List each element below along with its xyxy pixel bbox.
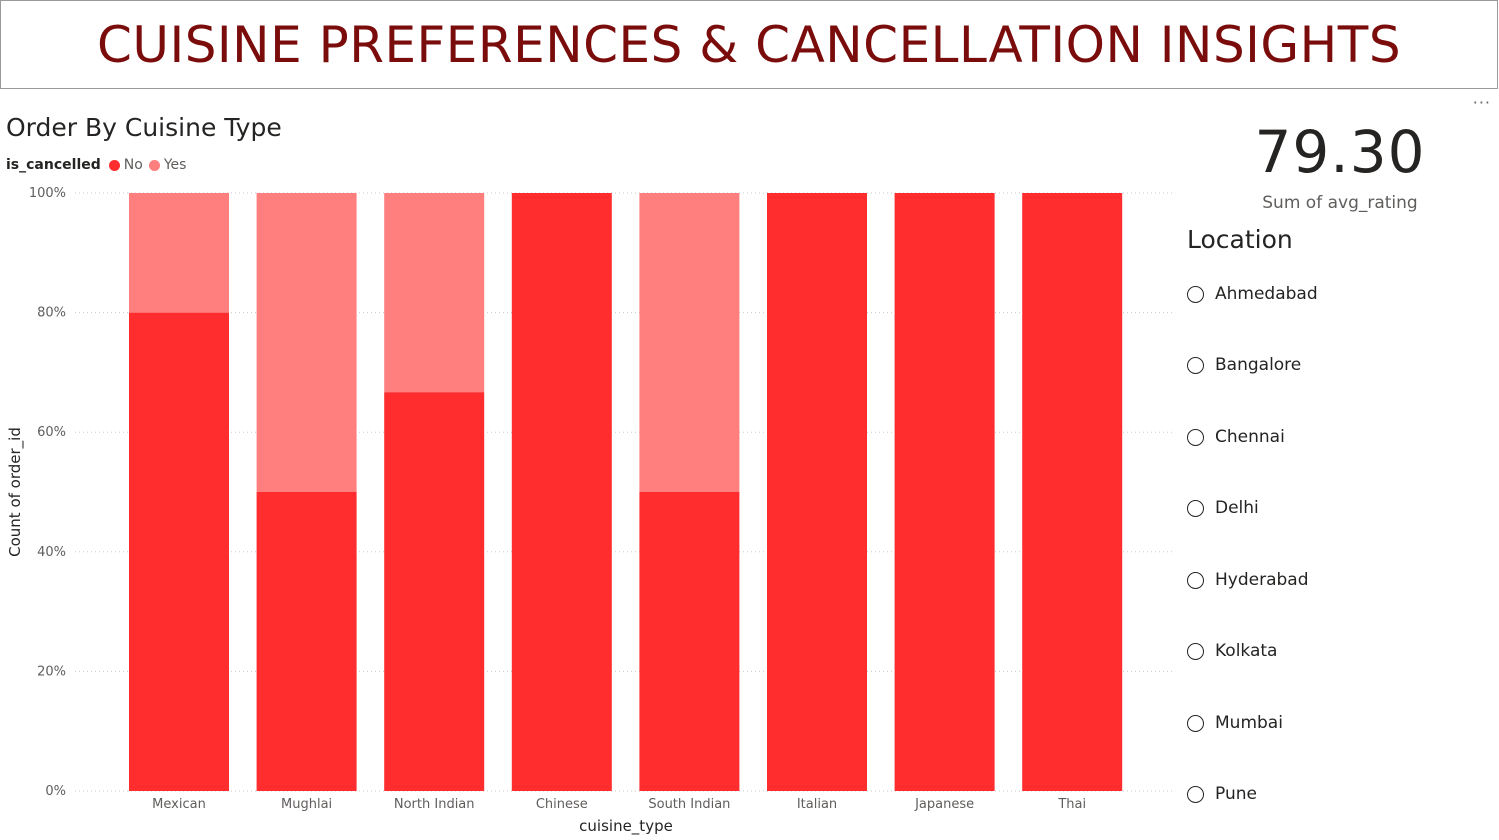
more-options-icon[interactable]: ··· xyxy=(1472,93,1491,112)
x-tick-label: Mexican xyxy=(152,797,206,812)
bar-no[interactable] xyxy=(129,312,229,791)
kpi-card-value: 79.30 xyxy=(1254,118,1426,186)
slicer-item-label: Kolkata xyxy=(1215,641,1278,661)
bar-no[interactable] xyxy=(511,193,612,791)
kpi-card-label: Sum of avg_rating xyxy=(1262,193,1418,213)
x-tick-label: South Indian xyxy=(648,797,730,812)
bar-yes[interactable] xyxy=(256,193,357,492)
radio-icon[interactable] xyxy=(1187,428,1204,446)
slicer-item-label: Chennai xyxy=(1215,427,1285,447)
radio-icon[interactable] xyxy=(1187,714,1204,732)
legend-dot-yes xyxy=(148,159,160,171)
bar-yes[interactable] xyxy=(639,193,740,492)
radio-icon[interactable] xyxy=(1187,642,1204,660)
legend-dot-no xyxy=(108,159,120,171)
slicer-item-label: Ahmedabad xyxy=(1215,284,1318,304)
bar-no[interactable] xyxy=(384,392,485,791)
radio-icon[interactable] xyxy=(1187,785,1204,803)
radio-icon[interactable] xyxy=(1187,285,1204,303)
header-banner: CUISINE PREFERENCES & CANCELLATION INSIG… xyxy=(0,0,1498,89)
page-title: CUISINE PREFERENCES & CANCELLATION INSIG… xyxy=(96,15,1402,74)
slicer-item-kolkata[interactable]: Kolkata xyxy=(1187,641,1277,661)
slicer-item-label: Delhi xyxy=(1215,498,1259,518)
slicer-item-pune[interactable]: Pune xyxy=(1187,784,1257,804)
radio-icon[interactable] xyxy=(1187,499,1204,517)
y-axis-title: Count of order_id xyxy=(6,427,25,557)
bar-no[interactable] xyxy=(767,193,867,791)
y-tick-label: 0% xyxy=(45,784,66,799)
radio-icon[interactable] xyxy=(1187,571,1204,589)
slicer-item-ahmedabad[interactable]: Ahmedabad xyxy=(1187,284,1318,304)
x-axis-title: cuisine_type xyxy=(579,817,673,836)
x-tick-label: North Indian xyxy=(394,797,475,812)
slicer-item-bangalore[interactable]: Bangalore xyxy=(1187,355,1301,375)
legend-item-yes[interactable]: Yes xyxy=(148,157,187,173)
slicer-item-label: Hyderabad xyxy=(1215,570,1309,590)
x-tick-label: Thai xyxy=(1057,797,1086,812)
x-tick-label: Chinese xyxy=(536,797,588,812)
slicer-item-mumbai[interactable]: Mumbai xyxy=(1187,713,1283,733)
bar-no[interactable] xyxy=(894,193,995,791)
slicer-item-label: Mumbai xyxy=(1215,713,1283,733)
location-slicer-title: Location xyxy=(1187,225,1293,254)
legend-title: is_cancelled xyxy=(6,157,101,173)
bar-yes[interactable] xyxy=(129,193,229,313)
y-tick-label: 100% xyxy=(29,186,66,201)
radio-icon[interactable] xyxy=(1187,356,1204,374)
chart-legend: is_cancelled No Yes xyxy=(6,157,192,173)
slicer-item-label: Bangalore xyxy=(1215,355,1302,375)
legend-label-yes: Yes xyxy=(163,157,187,173)
x-tick-label: Mughlai xyxy=(281,797,332,812)
bar-no[interactable] xyxy=(639,492,740,791)
y-tick-label: 80% xyxy=(37,306,66,321)
x-tick-label: Japanese xyxy=(914,797,974,812)
chart-title: Order By Cuisine Type xyxy=(6,113,282,142)
y-tick-label: 60% xyxy=(37,425,66,440)
slicer-item-delhi[interactable]: Delhi xyxy=(1187,498,1259,518)
slicer-item-chennai[interactable]: Chennai xyxy=(1187,427,1285,447)
bar-no[interactable] xyxy=(1022,193,1123,791)
y-tick-label: 40% xyxy=(37,545,66,560)
y-tick-label: 20% xyxy=(37,664,66,679)
x-tick-label: Italian xyxy=(797,797,837,812)
legend-label-no: No xyxy=(123,157,143,173)
legend-item-no[interactable]: No xyxy=(108,157,143,173)
bar-yes[interactable] xyxy=(384,193,485,393)
slicer-item-hyderabad[interactable]: Hyderabad xyxy=(1187,570,1309,590)
stacked-bar-chart: 0% 20% 40% 60% 80% 100% Mexican Mughlai North In… xyxy=(6,186,1175,836)
slicer-item-label: Pune xyxy=(1215,784,1257,804)
bar-no[interactable] xyxy=(256,492,357,791)
